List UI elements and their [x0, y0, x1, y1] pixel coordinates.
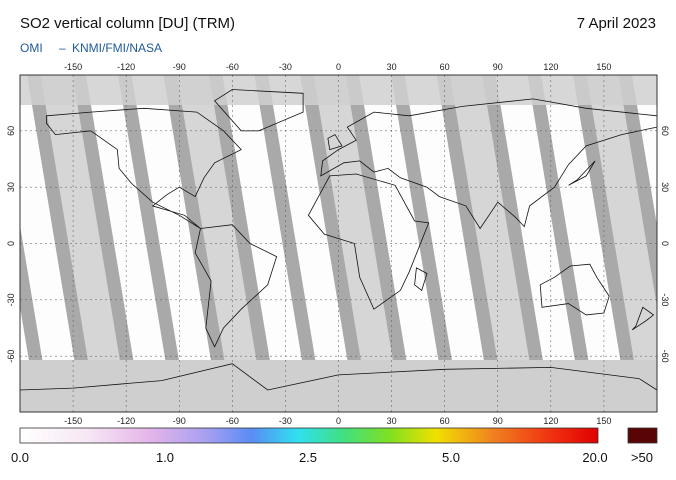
coastline — [568, 160, 596, 186]
coastline — [631, 306, 655, 331]
lat-tick-label: 0 — [660, 241, 670, 246]
colorbar-overflow — [627, 427, 658, 444]
lon-tick-label: -30 — [279, 62, 292, 72]
swath — [632, 75, 657, 226]
swath — [404, 75, 493, 412]
lon-tick-label: -150 — [64, 416, 82, 426]
coastline — [327, 134, 343, 151]
swath — [40, 75, 129, 412]
lat-tick-label: 30 — [660, 182, 670, 192]
lon-tick-label: -60 — [226, 62, 239, 72]
lon-tick-label: -30 — [279, 416, 292, 426]
swath — [313, 75, 402, 412]
lon-tick-label: 60 — [440, 416, 450, 426]
lon-tick-label: 150 — [596, 62, 611, 72]
lon-tick-label: 120 — [543, 62, 558, 72]
coastline — [307, 173, 430, 310]
colorbar-label: 20.0 — [582, 450, 607, 465]
axis-labels: -150 -150 -120 -120 -90 -90 -60 -60 -30 -30 0 0 30 30… — [6, 62, 670, 426]
lon-tick-label: -60 — [226, 416, 239, 426]
lon-tick-label: 30 — [387, 416, 397, 426]
colorbar-label: 1.0 — [156, 450, 174, 465]
colorbar — [19, 427, 599, 444]
title: SO2 vertical column [DU] (TRM) — [20, 15, 235, 32]
source-separator: – — [59, 41, 66, 55]
colorbar-labels: 0.0 1.0 2.5 5.0 20.0 >50 — [11, 450, 653, 465]
lon-tick-label: -120 — [117, 416, 135, 426]
map — [20, 75, 657, 412]
colorbar-label: 2.5 — [299, 450, 317, 465]
coastline — [414, 267, 428, 292]
lon-tick-label: 90 — [493, 62, 503, 72]
colorbar-label: 5.0 — [442, 450, 460, 465]
coastline — [320, 98, 657, 230]
coastline — [539, 263, 610, 316]
lon-tick-label: -90 — [173, 62, 186, 72]
lon-tick-label: 120 — [543, 416, 558, 426]
colorbar-label: 0.0 — [11, 450, 29, 465]
lon-tick-label: -150 — [64, 62, 82, 72]
lon-tick-label: -90 — [173, 416, 186, 426]
lon-tick-label: 90 — [493, 416, 503, 426]
coastlines — [20, 89, 657, 412]
lon-tick-label: 150 — [596, 416, 611, 426]
date: 7 April 2023 — [577, 15, 656, 32]
lat-tick-label: -30 — [660, 293, 670, 306]
swath — [450, 75, 538, 412]
lon-tick-label: 60 — [440, 62, 450, 72]
lat-tick-label: -60 — [660, 350, 670, 363]
source: OMI — [20, 41, 43, 55]
colorbar-label: >50 — [631, 450, 653, 465]
lon-tick-label: 0 — [336, 62, 341, 72]
lat-tick-label: 60 — [660, 126, 670, 136]
lat-tick-label: 60 — [6, 126, 16, 136]
lat-tick-label: -60 — [6, 350, 16, 363]
lon-tick-label: -120 — [117, 62, 135, 72]
swath — [359, 75, 447, 412]
lon-tick-label: 30 — [387, 62, 397, 72]
coastline — [213, 89, 304, 132]
swath — [495, 75, 584, 412]
map-frame — [19, 74, 658, 413]
lat-tick-label: 30 — [6, 182, 16, 192]
coastline — [20, 363, 657, 412]
graticule — [20, 75, 657, 412]
lat-tick-label: 0 — [6, 241, 16, 246]
lon-tick-label: 0 — [336, 416, 341, 426]
lat-tick-label: -30 — [6, 293, 16, 306]
coastline — [194, 224, 278, 348]
coastline — [46, 107, 242, 229]
source: KNMI/FMI/NASA — [72, 41, 162, 55]
